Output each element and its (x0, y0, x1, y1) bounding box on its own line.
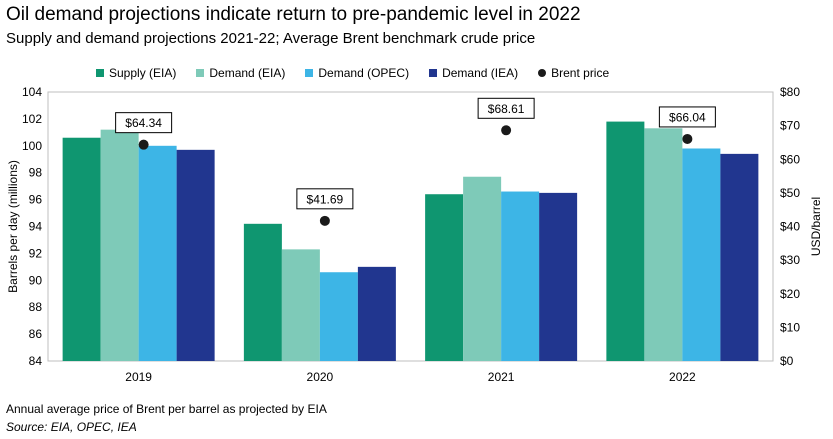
brent-price-callout-box (296, 188, 354, 210)
y2-tick-label: $50 (780, 186, 800, 200)
legend-marker (538, 69, 547, 77)
legend-item-demand-iea: Demand (IEA) (429, 66, 518, 80)
chart-plot: 84 86 88 90 92 94 96 98 100 102 104 $0 $10 $20 $30 $40 $… (6, 85, 823, 384)
y2-tick-label: $40 (780, 220, 800, 234)
bar (463, 176, 502, 361)
bar (281, 249, 320, 361)
bar (501, 191, 540, 361)
y2-tick-label: $0 (780, 354, 794, 368)
bar (62, 137, 101, 361)
y2-tick-label: $80 (780, 85, 800, 99)
y-tick-label: 104 (22, 85, 42, 99)
bar (682, 148, 721, 361)
legend-label: Demand (IEA) (442, 66, 519, 80)
legend-item-demand-eia: Demand (EIA) (196, 66, 285, 80)
bar (644, 128, 683, 361)
legend-item-brent-price: Brent price (538, 66, 609, 80)
y-tick-label: 100 (22, 139, 42, 153)
y2-tick-label: $10 (780, 320, 800, 334)
legend-item-supply-eia: Supply (EIA) (96, 66, 176, 80)
x-tick-label: 2020 (307, 370, 334, 384)
y2-tick-label: $20 (780, 287, 800, 301)
brent-price-label: $64.34 (125, 116, 162, 130)
y-tick-label: 96 (29, 193, 43, 207)
brent-price-callout-box (115, 112, 173, 134)
legend-swatch (429, 69, 438, 77)
legend-label: Brent price (551, 66, 610, 80)
bar (319, 272, 358, 361)
chart-title: Oil demand projections indicate return t… (6, 4, 581, 25)
legend-label: Demand (OPEC) (318, 66, 410, 80)
x-tick-label: 2022 (669, 370, 696, 384)
y2-axis-label: USD/barrel (809, 197, 823, 256)
bar (425, 194, 464, 361)
y2-tick-label: $70 (780, 119, 800, 133)
legend-label: Supply (EIA) (109, 66, 177, 80)
chart-note: Annual average price of Brent per barrel… (6, 402, 327, 416)
bar (100, 129, 139, 361)
chart-source: Source: EIA, OPEC, IEA (6, 420, 137, 434)
bar (606, 121, 645, 361)
brent-price-point (501, 125, 512, 136)
legend-item-demand-opec: Demand (OPEC) (305, 66, 409, 80)
plot-frame (47, 91, 774, 362)
y-tick-label: 102 (22, 112, 42, 126)
legend-swatch (305, 69, 314, 77)
legend-swatch (196, 69, 205, 77)
brent-price-label: $68.61 (488, 102, 525, 116)
y-tick-label: 92 (29, 246, 43, 260)
x-tick-label: 2021 (488, 370, 515, 384)
y-tick-label: 90 (29, 273, 43, 287)
chart-subtitle: Supply and demand projections 2021-22; A… (6, 30, 536, 47)
y-tick-label: 86 (29, 327, 43, 341)
brent-price-point (682, 133, 693, 144)
bar (243, 223, 282, 361)
x-tick-label: 2019 (125, 370, 152, 384)
legend-swatch (96, 69, 104, 77)
brent-price-callout-box (658, 106, 716, 128)
brent-price-callout-box (477, 97, 535, 119)
bar (357, 266, 396, 361)
chart-legend: Supply (EIA) Demand (EIA) Demand (OPEC) … (96, 66, 609, 80)
y2-tick-label: $60 (780, 152, 800, 166)
brent-price-label: $66.04 (669, 110, 706, 124)
brent-price-point (138, 139, 149, 150)
y2-tick-label: $30 (780, 253, 800, 267)
bar (176, 149, 215, 361)
bar (138, 145, 177, 361)
legend-label: Demand (EIA) (209, 66, 286, 80)
y-tick-label: 94 (29, 220, 43, 234)
y-tick-label: 98 (29, 166, 43, 180)
bar (720, 153, 759, 361)
y-tick-label: 88 (29, 300, 43, 314)
brent-price-point (319, 215, 330, 226)
y-axis-label: Barrels per day (millions) (6, 160, 20, 293)
y-tick-label: 84 (29, 354, 43, 368)
brent-price-label: $41.69 (307, 192, 344, 206)
bar (539, 192, 578, 361)
